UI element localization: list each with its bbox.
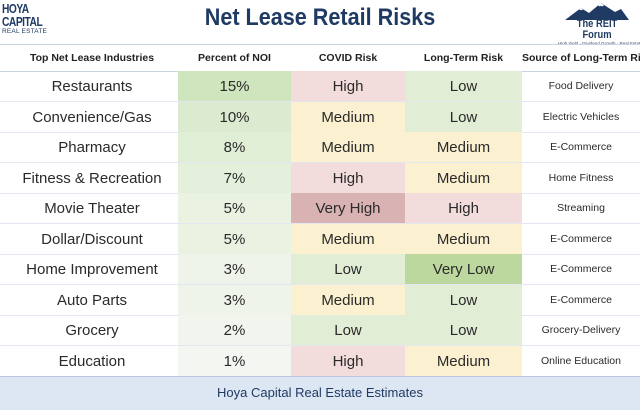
logo-left-line1: HOYA CAPITAL [2, 2, 43, 29]
covid-risk-cell: High [291, 345, 405, 377]
source-cell: E-Commerce [550, 141, 612, 153]
longterm-risk-cell: Medium [405, 345, 522, 377]
longterm-risk-cell: Low [405, 284, 522, 316]
covid-risk-cell: Medium [291, 132, 405, 163]
table-row: Home Improvement 3% Low Very Low E-Commerce [0, 254, 640, 285]
source-cell: Home Fitness [548, 171, 614, 184]
table-row: Education 1% High Medium Online Education [0, 345, 640, 377]
industry-cell: Home Improvement [26, 261, 158, 278]
covid-risk-cell: Low [291, 315, 405, 346]
industry-cell: Education [58, 352, 126, 370]
source-cell: E-Commerce [550, 263, 612, 275]
column-header-source: Source of Long-Term Risk [522, 52, 640, 64]
logo-right-name: The REIT Forum [576, 18, 618, 41]
source-cell: Food Delivery [548, 80, 614, 92]
source-cell: E-Commerce [550, 293, 612, 306]
source-cell: Grocery-Delivery [541, 324, 621, 336]
longterm-risk-cell: Medium [405, 132, 522, 163]
table-header: Top Net Lease Industries Percent of NOI … [0, 44, 640, 72]
covid-risk-cell: Low [291, 254, 405, 285]
industry-cell: Movie Theater [44, 200, 140, 217]
table-row: Auto Parts 3% Medium Low E-Commerce [0, 284, 640, 316]
covid-risk-cell: High [291, 162, 405, 194]
noi-cell: 5% [178, 223, 291, 255]
industry-cell: Convenience/Gas [32, 108, 152, 126]
table-row: Dollar/Discount 5% Medium Medium E-Commerce [0, 223, 640, 255]
longterm-risk-cell: High [405, 193, 522, 224]
industry-cell: Auto Parts [56, 291, 128, 309]
noi-cell: 1% [178, 345, 291, 377]
noi-cell: 10% [178, 101, 291, 133]
industry-cell: Pharmacy [58, 139, 126, 156]
table-row: Restaurants 15% High Low Food Delivery [0, 71, 640, 102]
longterm-risk-cell: Very Low [405, 254, 522, 285]
column-header-industry: Top Net Lease Industries [29, 52, 155, 64]
longterm-risk-cell: Low [405, 315, 522, 346]
hoya-capital-logo: HOYA CAPITAL REAL ESTATE [2, 3, 60, 45]
table-row: Fitness & Recreation 7% High Medium Home Fit… [0, 162, 640, 194]
noi-cell: 7% [178, 162, 291, 194]
footer-source: Hoya Capital Real Estate Estimates [0, 376, 640, 410]
longterm-risk-cell: Medium [405, 162, 522, 194]
table-row: Movie Theater 5% Very High High Streaming [0, 193, 640, 224]
covid-risk-cell: High [291, 71, 405, 102]
table-row: Convenience/Gas 10% Medium Low Electric Vehi… [0, 101, 640, 133]
industry-cell: Fitness & Recreation [22, 169, 162, 187]
noi-cell: 3% [178, 284, 291, 316]
noi-cell: 8% [178, 132, 291, 163]
noi-cell: 15% [178, 71, 291, 102]
column-header-covid: COVID Risk [318, 52, 378, 64]
mountain-icon [565, 3, 629, 20]
industry-cell: Grocery [65, 322, 119, 339]
industry-cell: Restaurants [51, 78, 133, 95]
column-header-longterm: Long-Term Risk [423, 52, 504, 64]
industry-cell: Dollar/Discount [41, 230, 143, 248]
table-row: Pharmacy 8% Medium Medium E-Commerce [0, 132, 640, 163]
covid-risk-cell: Very High [291, 193, 405, 224]
longterm-risk-cell: Medium [405, 223, 522, 255]
longterm-risk-cell: Low [405, 71, 522, 102]
covid-risk-cell: Medium [291, 284, 405, 316]
column-header-noi: Percent of NOI [198, 52, 271, 64]
source-cell: Online Education [541, 354, 621, 367]
page-title: Net Lease Retail Risks [204, 4, 436, 31]
noi-cell: 5% [178, 193, 291, 224]
source-cell: E-Commerce [550, 232, 612, 245]
source-cell: Electric Vehicles [542, 110, 620, 123]
logo-left-line2: REAL ESTATE [2, 28, 48, 35]
longterm-risk-cell: Low [405, 101, 522, 133]
reit-forum-logo: The REIT Forum High Yield · Dividend Gro… [558, 2, 640, 47]
noi-cell: 2% [178, 315, 291, 346]
covid-risk-cell: Medium [291, 223, 405, 255]
table-row: Grocery 2% Low Low Grocery-Delivery [0, 315, 640, 346]
covid-risk-cell: Medium [291, 101, 405, 133]
logo-right-tagline: High Yield · Dividend Growth · Real Esta… [558, 41, 640, 47]
source-cell: Streaming [557, 202, 605, 214]
noi-cell: 3% [178, 254, 291, 285]
